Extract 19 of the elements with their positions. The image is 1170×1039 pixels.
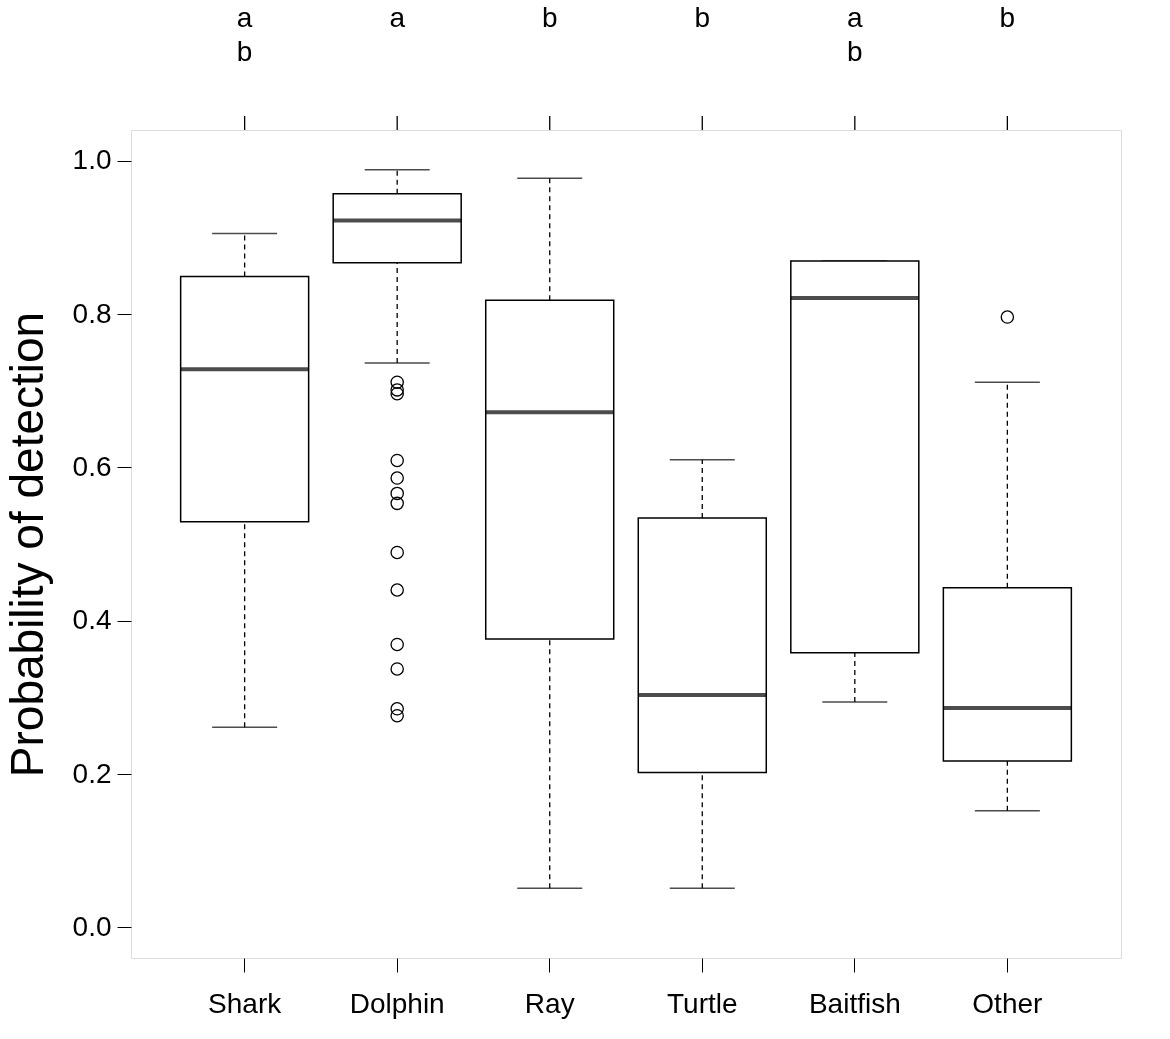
x-tick-label: Dolphin (349, 987, 445, 1019)
y-tick-label: 1.0 (72, 144, 112, 176)
text: a (389, 2, 406, 33)
x-tick-label: Ray (524, 987, 575, 1019)
x-tick-label: Shark (208, 987, 283, 1019)
text: b (541, 2, 558, 33)
y-tick-label: 0.6 (72, 450, 112, 482)
y-axis-title: Probability of detection (0, 311, 53, 778)
x-tick-label: Other (972, 987, 1043, 1019)
text: a b (236, 2, 253, 67)
text: b (999, 2, 1016, 33)
x-tick-label: Baitfish (808, 987, 901, 1019)
y-tick-label: 0.8 (72, 297, 112, 329)
y-tick-label: 0.2 (72, 757, 112, 789)
text: a b (847, 2, 864, 67)
y-tick-label: 0.0 (72, 910, 112, 942)
text: b (694, 2, 711, 33)
x-tick-label: Turtle (667, 987, 738, 1019)
y-tick-label: 0.4 (72, 604, 112, 636)
